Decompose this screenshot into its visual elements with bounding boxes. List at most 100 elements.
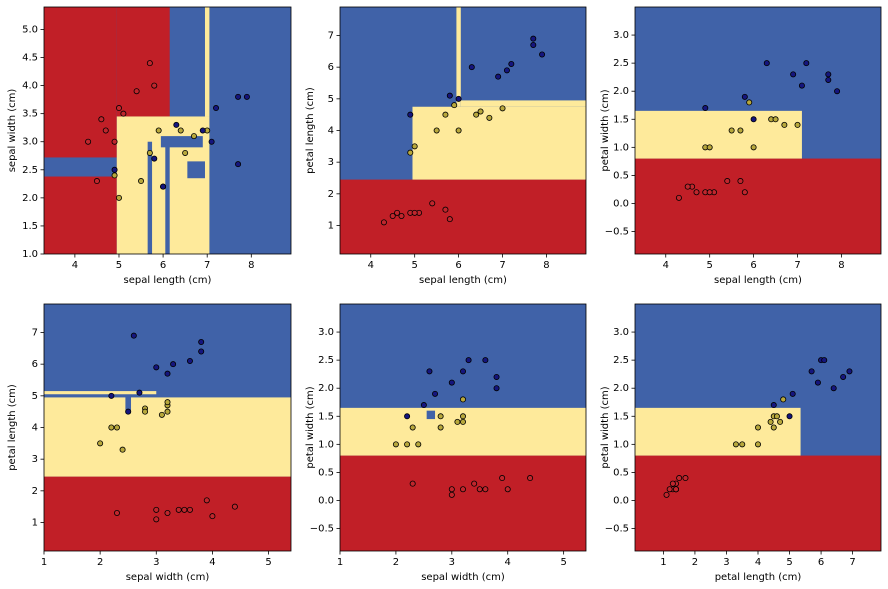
data-point (728, 127, 735, 134)
y-tick-label: 1.0 (613, 439, 629, 450)
data-point (682, 475, 689, 482)
data-point (389, 212, 396, 219)
x-tick-label: 8 (838, 260, 844, 271)
data-point (108, 424, 115, 431)
decision-region (187, 161, 205, 179)
y-tick-label: 1.0 (318, 439, 334, 450)
decision-region (116, 7, 170, 117)
data-point (437, 413, 444, 420)
x-tick-label: 5 (560, 557, 566, 568)
data-point (741, 93, 748, 100)
data-point (433, 127, 440, 134)
y-axis-label: sepal width (cm) (7, 89, 18, 173)
data-point (741, 189, 748, 196)
decision-region (165, 141, 170, 254)
data-point (455, 127, 462, 134)
data-point (146, 149, 153, 156)
data-point (465, 357, 472, 364)
data-point (407, 111, 414, 118)
data-point (115, 105, 122, 112)
data-point (85, 138, 92, 145)
decision-region (340, 179, 586, 254)
y-tick-label: 1 (32, 518, 38, 529)
data-point (739, 441, 746, 448)
data-point (198, 348, 205, 355)
decision-region (635, 158, 881, 254)
x-tick-label: 8 (248, 260, 254, 271)
data-point (755, 424, 762, 431)
data-point (432, 390, 439, 397)
data-point (429, 200, 436, 207)
data-point (153, 364, 160, 371)
data-point (473, 111, 480, 118)
axes-frame (43, 6, 292, 255)
data-point (825, 76, 832, 83)
y-tick-label: 3 (328, 157, 334, 168)
data-point (235, 93, 242, 100)
y-tick-label: 2.5 (22, 165, 38, 176)
data-point (508, 61, 515, 68)
data-point (190, 133, 197, 140)
data-point (146, 60, 153, 67)
subplot: 1 2 3 4 5 6 7 −0.5 0.0 0.5 1.0 1.5 2.0 2.5 3.0 petal le… (600, 303, 882, 583)
data-point (825, 71, 832, 78)
x-tick-label: 1 (660, 557, 666, 568)
data-point (527, 475, 534, 482)
data-point (790, 71, 797, 78)
data-point (530, 42, 537, 49)
x-tick-label: 4 (209, 557, 215, 568)
decision-region (44, 391, 157, 395)
x-tick-label: 3 (723, 557, 729, 568)
data-point (420, 402, 427, 409)
data-point (108, 392, 115, 399)
data-point (426, 368, 433, 375)
subplot: 4 5 6 7 8 −0.5 0.0 0.5 1.0 1.5 2.0 2.5 3.0 sepal leng… (600, 6, 882, 286)
y-tick-label: 1.0 (613, 142, 629, 153)
data-point (398, 212, 405, 219)
decision-region (204, 7, 210, 117)
data-point (495, 73, 502, 80)
data-point (770, 424, 777, 431)
x-tick-label: 2 (393, 557, 399, 568)
data-point (493, 373, 500, 380)
y-tick-label: 3.0 (318, 327, 334, 338)
data-point (93, 178, 100, 185)
subplot: 1 2 3 4 5 1 2 3 4 5 6 7 sepal width (cm) petal length… (7, 303, 292, 583)
data-point (846, 368, 853, 375)
y-tick-label: 0.5 (613, 467, 629, 478)
data-point (814, 379, 821, 386)
data-point (181, 506, 188, 513)
subplot: 4 5 6 7 8 1.0 1.5 2.0 2.5 3.0 3.5 4.0 4.5 5.0 sepal le… (7, 6, 292, 286)
data-point (394, 209, 401, 216)
data-point (777, 418, 784, 425)
data-point (97, 440, 104, 447)
data-point (409, 424, 416, 431)
x-tick-label: 7 (499, 260, 505, 271)
data-point (138, 178, 145, 185)
axes-frame (634, 6, 882, 255)
x-axis-label: sepal length (cm) (124, 275, 212, 286)
data-point (821, 357, 828, 364)
x-tick-label: 7 (849, 557, 855, 568)
data-point (151, 82, 158, 89)
data-point (186, 357, 193, 364)
data-point (750, 116, 757, 123)
decision-region (44, 157, 117, 177)
data-point (111, 166, 118, 173)
data-point (780, 396, 787, 403)
y-tick-label: 3.0 (613, 30, 629, 41)
y-tick-label: −0.5 (605, 524, 629, 535)
data-point (446, 92, 453, 99)
x-axis-label: sepal length (cm) (419, 275, 507, 286)
x-tick-label: 4 (505, 557, 511, 568)
data-point (794, 121, 801, 128)
decision-region (160, 136, 203, 148)
y-tick-label: 1.5 (613, 411, 629, 422)
x-tick-label: 5 (116, 260, 122, 271)
y-tick-label: 4.0 (22, 81, 38, 92)
data-point (476, 486, 483, 493)
y-tick-label: 2.5 (613, 58, 629, 69)
data-point (786, 413, 793, 420)
data-point (693, 189, 700, 196)
y-tick-label: 5.0 (22, 24, 38, 35)
